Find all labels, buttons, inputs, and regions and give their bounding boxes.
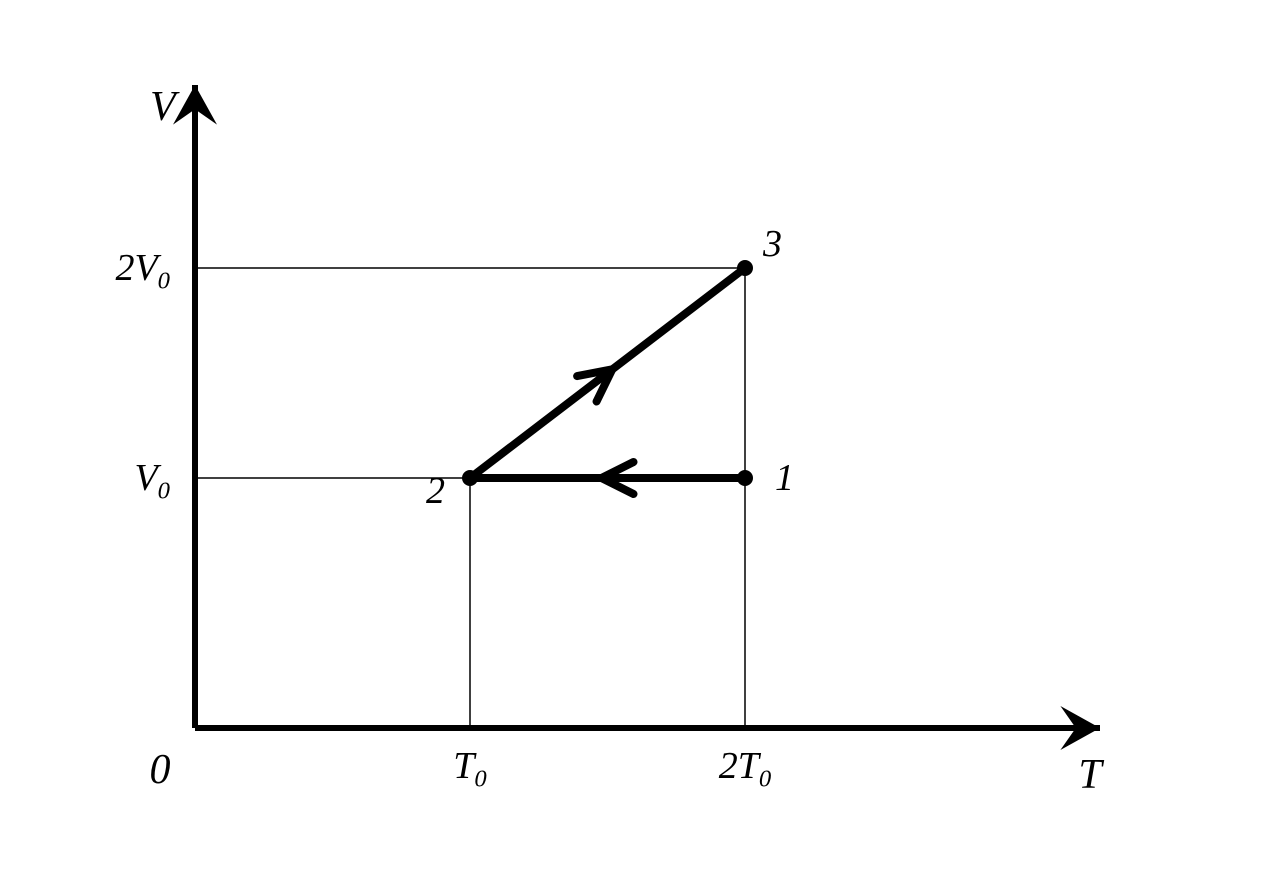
state-point-1 xyxy=(737,470,753,486)
state-point-2 xyxy=(462,470,478,486)
x-tick-label: T0 xyxy=(453,745,487,792)
vt-diagram: 0 T V T0 2T0 V0 2V0 1 2 3 xyxy=(0,0,1280,878)
origin-label: 0 xyxy=(150,747,171,793)
x-axis-label: T xyxy=(1078,752,1104,798)
y-axis-label: V xyxy=(150,84,180,130)
y-tick-label: 2V0 xyxy=(115,247,170,294)
y-tick-label: V0 xyxy=(134,457,170,504)
point-label-3: 3 xyxy=(762,223,782,265)
point-label-2: 2 xyxy=(426,470,445,512)
x-tick-label: 2T0 xyxy=(719,745,772,792)
point-label-1: 1 xyxy=(775,457,794,499)
state-point-3 xyxy=(737,260,753,276)
